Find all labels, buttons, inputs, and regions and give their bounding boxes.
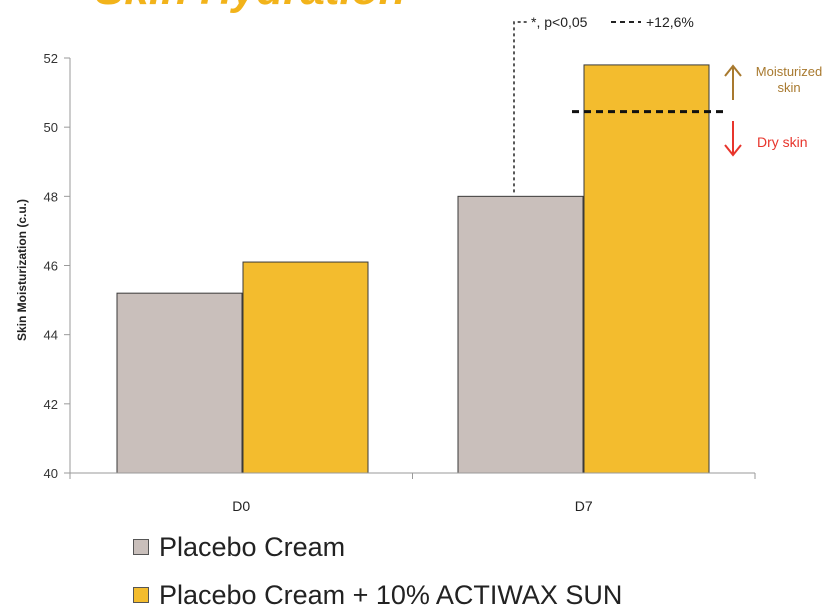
y-tick-label: 42 bbox=[44, 397, 58, 412]
y-tick-label: 44 bbox=[44, 328, 58, 343]
y-tick-label: 46 bbox=[44, 259, 58, 274]
legend-swatch-placebo bbox=[133, 539, 149, 555]
annotations: *, p<0,05 +12,6% Moisturized skin Dry ski… bbox=[513, 14, 822, 193]
bars bbox=[116, 64, 710, 474]
category-labels: D0 D7 bbox=[232, 498, 593, 514]
up-arrow-icon bbox=[724, 64, 742, 100]
bar-d0-s1 bbox=[242, 261, 369, 474]
legend-label-actiwax: Placebo Cream + 10% ACTIWAX SUN bbox=[159, 579, 623, 610]
bar-d7-s0 bbox=[457, 195, 584, 474]
moisturized-label: Moisturized skin bbox=[756, 64, 822, 95]
x-tick-label: D7 bbox=[575, 498, 593, 514]
increase-label: +12,6% bbox=[646, 14, 694, 30]
y-tick-label: 50 bbox=[44, 120, 58, 135]
chart-legend: Placebo Cream Placebo Cream + 10% ACTIWA… bbox=[133, 530, 622, 612]
bar-d0-s0 bbox=[116, 292, 243, 474]
y-tick-label: 40 bbox=[44, 466, 58, 481]
x-tick-label: D0 bbox=[232, 498, 250, 514]
legend-item-placebo: Placebo Cream bbox=[133, 530, 622, 564]
y-axis-ticks: 40 42 44 46 48 50 52 bbox=[44, 51, 70, 481]
significance-bracket bbox=[513, 21, 527, 193]
y-tick-label: 52 bbox=[44, 51, 58, 66]
bar-d7-s1 bbox=[583, 64, 710, 474]
legend-item-actiwax: Placebo Cream + 10% ACTIWAX SUN bbox=[133, 578, 622, 612]
y-axis-label: Skin Moisturization (c.u.) bbox=[15, 199, 29, 341]
chart-title: Skin Hydration bbox=[95, 0, 406, 14]
down-arrow-icon bbox=[724, 121, 742, 157]
significance-label: *, p<0,05 bbox=[531, 14, 588, 30]
dry-skin-label: Dry skin bbox=[757, 134, 808, 150]
legend-label-placebo: Placebo Cream bbox=[159, 531, 346, 562]
axes bbox=[69, 58, 756, 479]
legend-swatch-actiwax bbox=[133, 587, 149, 603]
y-tick-label: 48 bbox=[44, 189, 58, 204]
